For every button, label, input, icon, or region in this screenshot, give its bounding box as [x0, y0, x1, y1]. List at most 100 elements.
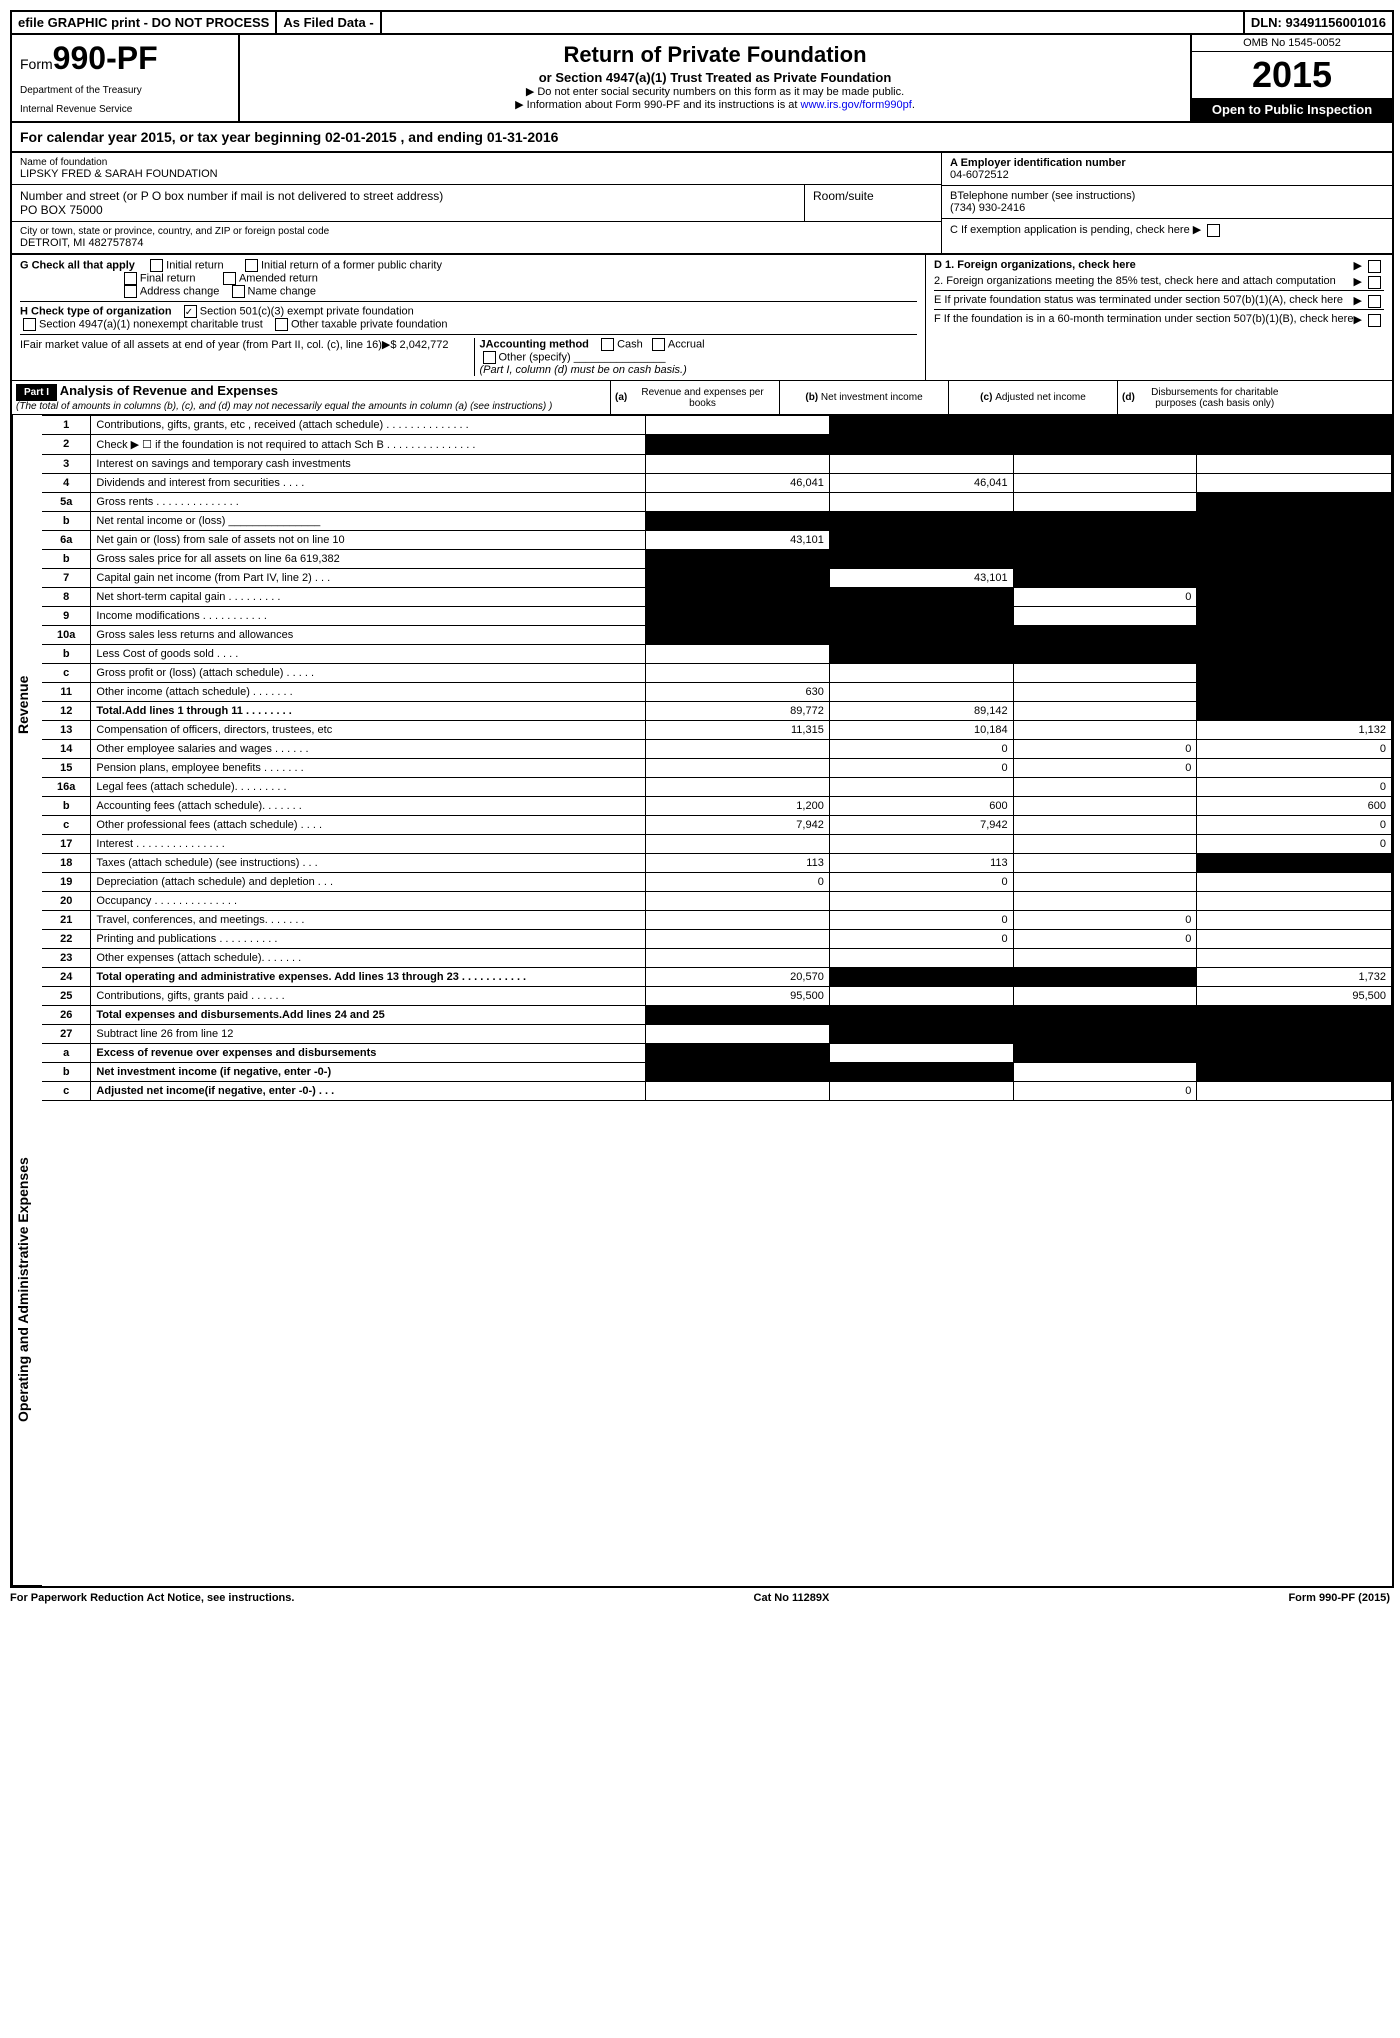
col-a-val: 43,101	[646, 531, 830, 550]
line-row: 20Occupancy . . . . . . . . . . . . . .	[42, 892, 1392, 911]
line-num: 22	[42, 930, 91, 949]
col-d-val	[1197, 930, 1392, 949]
line-num: b	[42, 1063, 91, 1082]
form-subtitle: or Section 4947(a)(1) Trust Treated as P…	[245, 70, 1185, 85]
c-checkbox[interactable]	[1207, 224, 1220, 237]
line-num: 14	[42, 740, 91, 759]
line-desc: Net short-term capital gain . . . . . . …	[91, 588, 646, 607]
e-check[interactable]	[1368, 295, 1381, 308]
line-num: 2	[42, 435, 91, 455]
col-b-val: 113	[829, 854, 1013, 873]
col-b-val	[829, 835, 1013, 854]
name-label: Name of foundation	[20, 157, 933, 168]
line-row: bNet investment income (if negative, ent…	[42, 1063, 1392, 1082]
g-initial[interactable]	[150, 259, 163, 272]
col-d-val	[1197, 493, 1392, 512]
col-a-val	[646, 1082, 830, 1101]
col-a-val	[646, 759, 830, 778]
col-c-val	[1013, 1063, 1197, 1082]
line-row: 14Other employee salaries and wages . . …	[42, 740, 1392, 759]
line-num: 25	[42, 987, 91, 1006]
col-b-val	[829, 664, 1013, 683]
line-num: c	[42, 816, 91, 835]
col-c-val	[1013, 1006, 1197, 1025]
line-row: cAdjusted net income(if negative, enter …	[42, 1082, 1392, 1101]
col-d-val	[1197, 531, 1392, 550]
irs: Internal Revenue Service	[20, 104, 230, 115]
col-a-val	[646, 550, 830, 569]
col-b-val: 0	[829, 740, 1013, 759]
line-row: 10aGross sales less returns and allowanc…	[42, 626, 1392, 645]
col-b-val	[829, 949, 1013, 968]
line-row: 26Total expenses and disbursements.Add l…	[42, 1006, 1392, 1025]
city: DETROIT, MI 482757874	[20, 237, 933, 249]
ein: 04-6072512	[950, 169, 1384, 181]
col-a-val	[646, 911, 830, 930]
lines-table: 1Contributions, gifts, grants, etc , rec…	[42, 415, 1392, 1101]
col-c-val	[1013, 474, 1197, 493]
line-desc: Other employee salaries and wages . . . …	[91, 740, 646, 759]
line-num: b	[42, 512, 91, 531]
line-desc: Pension plans, employee benefits . . . .…	[91, 759, 646, 778]
h-4947[interactable]	[23, 318, 36, 331]
line-row: 16aLegal fees (attach schedule). . . . .…	[42, 778, 1392, 797]
line-row: 5aGross rents . . . . . . . . . . . . . …	[42, 493, 1392, 512]
j-cash[interactable]	[601, 338, 614, 351]
col-d-val	[1197, 911, 1392, 930]
line-desc: Contributions, gifts, grants, etc , rece…	[91, 416, 646, 435]
col-c-val	[1013, 531, 1197, 550]
note-ssn: ▶ Do not enter social security numbers o…	[245, 85, 1185, 98]
h-501c3[interactable]	[184, 305, 197, 318]
f-check[interactable]	[1368, 314, 1381, 327]
j-other[interactable]	[483, 351, 496, 364]
line-row: 6aNet gain or (loss) from sale of assets…	[42, 531, 1392, 550]
col-c-val	[1013, 835, 1197, 854]
col-b-val	[829, 531, 1013, 550]
as-filed: As Filed Data -	[277, 12, 381, 33]
line-row: aExcess of revenue over expenses and dis…	[42, 1044, 1392, 1063]
col-c-val	[1013, 854, 1197, 873]
col-a-val	[646, 493, 830, 512]
col-d-val	[1197, 702, 1392, 721]
d2-check[interactable]	[1368, 276, 1381, 289]
line-num: b	[42, 550, 91, 569]
g-amended[interactable]	[223, 272, 236, 285]
col-b-val	[829, 1082, 1013, 1101]
col-d-val	[1197, 550, 1392, 569]
col-d-val	[1197, 512, 1392, 531]
line-row: 23Other expenses (attach schedule). . . …	[42, 949, 1392, 968]
line-desc: Contributions, gifts, grants paid . . . …	[91, 987, 646, 1006]
col-d-val	[1197, 892, 1392, 911]
col-a-val	[646, 455, 830, 474]
g-initial-former[interactable]	[245, 259, 258, 272]
g-address[interactable]	[124, 285, 137, 298]
foundation-info: Name of foundation LIPSKY FRED & SARAH F…	[12, 153, 1392, 255]
col-a-val	[646, 930, 830, 949]
line-row: cGross profit or (loss) (attach schedule…	[42, 664, 1392, 683]
g-final[interactable]	[124, 272, 137, 285]
col-c-val	[1013, 607, 1197, 626]
line-desc: Gross rents . . . . . . . . . . . . . .	[91, 493, 646, 512]
col-c-val	[1013, 1044, 1197, 1063]
col-b-val	[829, 493, 1013, 512]
col-b-val	[829, 455, 1013, 474]
line-num: 18	[42, 854, 91, 873]
line-row: 8Net short-term capital gain . . . . . .…	[42, 588, 1392, 607]
j-accrual[interactable]	[652, 338, 665, 351]
col-d-val	[1197, 435, 1392, 455]
room-label: Room/suite	[813, 189, 933, 203]
col-d-val	[1197, 455, 1392, 474]
line-num: 3	[42, 455, 91, 474]
col-b-val	[829, 416, 1013, 435]
h-other[interactable]	[275, 318, 288, 331]
irs-link[interactable]: www.irs.gov/form990pf	[801, 99, 912, 111]
d1-check[interactable]	[1368, 260, 1381, 273]
col-a-val: 1,200	[646, 797, 830, 816]
g-label: G Check all that apply	[20, 259, 135, 271]
line-num: 17	[42, 835, 91, 854]
d1-label: D 1. Foreign organizations, check here	[934, 259, 1136, 271]
col-c-val	[1013, 892, 1197, 911]
line-desc: Less Cost of goods sold . . . .	[91, 645, 646, 664]
g-name[interactable]	[232, 285, 245, 298]
col-a-val: 113	[646, 854, 830, 873]
